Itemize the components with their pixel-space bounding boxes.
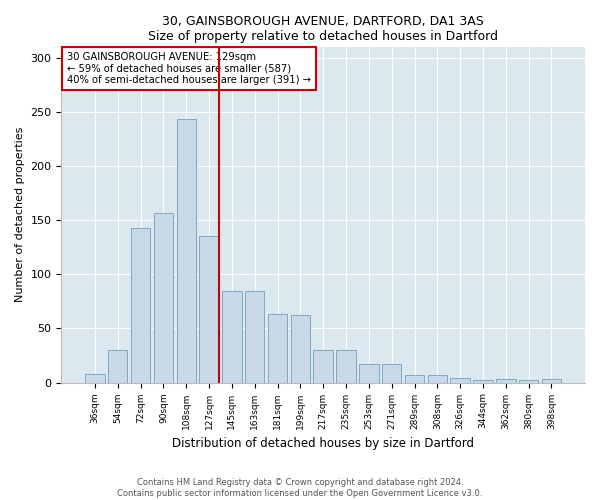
- Bar: [405, 375, 424, 382]
- Bar: [542, 380, 561, 382]
- Bar: [108, 350, 127, 382]
- Title: 30, GAINSBOROUGH AVENUE, DARTFORD, DA1 3AS
Size of property relative to detached: 30, GAINSBOROUGH AVENUE, DARTFORD, DA1 3…: [148, 15, 498, 43]
- Text: Contains HM Land Registry data © Crown copyright and database right 2024.
Contai: Contains HM Land Registry data © Crown c…: [118, 478, 482, 498]
- Y-axis label: Number of detached properties: Number of detached properties: [15, 127, 25, 302]
- Bar: [428, 375, 447, 382]
- Bar: [222, 290, 242, 382]
- Bar: [473, 380, 493, 382]
- Bar: [313, 350, 333, 382]
- Bar: [337, 350, 356, 382]
- Bar: [245, 290, 265, 382]
- X-axis label: Distribution of detached houses by size in Dartford: Distribution of detached houses by size …: [172, 437, 474, 450]
- Bar: [176, 120, 196, 382]
- Bar: [359, 364, 379, 382]
- Bar: [382, 364, 401, 382]
- Bar: [519, 380, 538, 382]
- Bar: [451, 378, 470, 382]
- Bar: [85, 374, 104, 382]
- Bar: [268, 314, 287, 382]
- Bar: [290, 316, 310, 382]
- Bar: [154, 212, 173, 382]
- Text: 30 GAINSBOROUGH AVENUE: 129sqm
← 59% of detached houses are smaller (587)
40% of: 30 GAINSBOROUGH AVENUE: 129sqm ← 59% of …: [67, 52, 311, 85]
- Bar: [496, 380, 515, 382]
- Bar: [199, 236, 219, 382]
- Bar: [131, 228, 150, 382]
